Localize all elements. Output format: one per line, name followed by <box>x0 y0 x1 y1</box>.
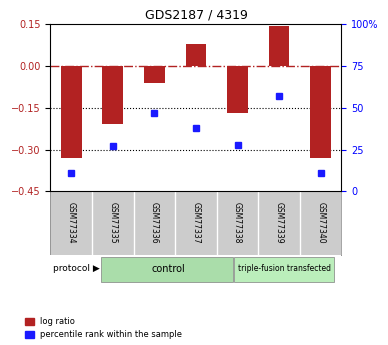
Text: GSM77336: GSM77336 <box>150 203 159 244</box>
Text: GSM77338: GSM77338 <box>233 203 242 244</box>
Bar <box>227 66 248 113</box>
Text: GSM77337: GSM77337 <box>191 203 201 244</box>
Bar <box>61 66 81 158</box>
Bar <box>268 26 289 66</box>
Bar <box>102 66 123 125</box>
Text: GSM77335: GSM77335 <box>108 203 117 244</box>
Text: GSM77339: GSM77339 <box>275 203 284 244</box>
Bar <box>310 66 331 158</box>
Text: control: control <box>151 264 185 274</box>
Title: GDS2187 / 4319: GDS2187 / 4319 <box>144 9 248 22</box>
Text: GSM77334: GSM77334 <box>67 203 76 244</box>
Text: protocol ▶: protocol ▶ <box>54 265 100 274</box>
Bar <box>234 257 334 282</box>
Bar <box>185 44 206 66</box>
Text: GSM77340: GSM77340 <box>316 203 325 244</box>
Bar <box>144 66 165 83</box>
Text: triple-fusion transfected: triple-fusion transfected <box>238 265 331 274</box>
Bar <box>101 257 233 282</box>
Legend: log ratio, percentile rank within the sample: log ratio, percentile rank within the sa… <box>24 315 184 341</box>
